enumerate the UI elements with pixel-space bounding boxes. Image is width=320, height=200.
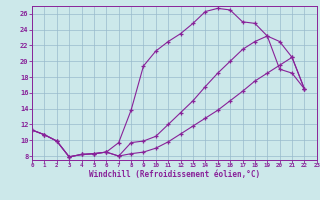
X-axis label: Windchill (Refroidissement éolien,°C): Windchill (Refroidissement éolien,°C) xyxy=(89,170,260,179)
